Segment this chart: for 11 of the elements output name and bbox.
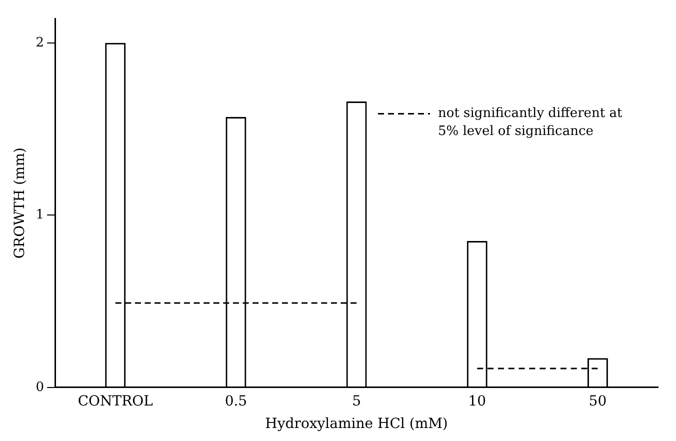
y-tick-label: 2 <box>36 35 44 50</box>
x-tick-label: CONTROL <box>78 393 153 410</box>
x-tick-label: 10 <box>468 393 486 410</box>
y-axis-title: GROWTH (mm) <box>12 148 28 259</box>
y-tick-label: 1 <box>36 208 44 223</box>
x-tick-label: 0.5 <box>224 393 248 410</box>
x-tick-label: 50 <box>588 393 607 410</box>
x-tick-label: 5 <box>352 393 361 410</box>
legend-label: not significantly different at 5% level of significance <box>438 106 623 140</box>
y-tick-label: 0 <box>36 380 44 395</box>
x-axis-title: Hydroxylamine HCl (mM) <box>265 416 448 432</box>
